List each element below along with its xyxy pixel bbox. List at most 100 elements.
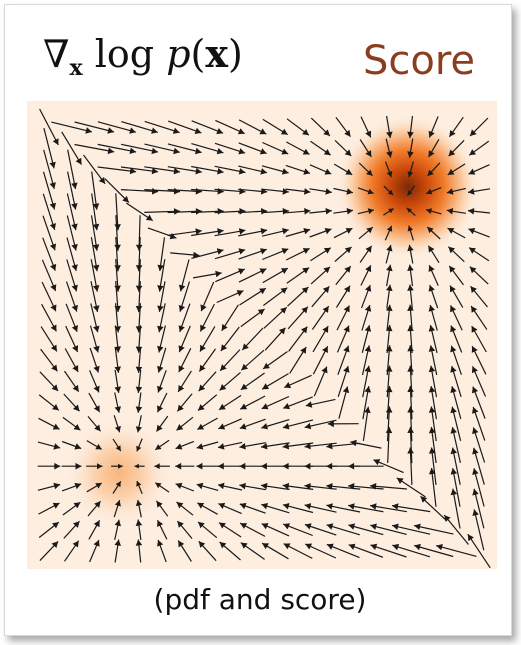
arrow-head bbox=[95, 483, 102, 489]
arrow-head bbox=[242, 343, 249, 350]
arrow-head bbox=[468, 168, 476, 175]
arrow-head bbox=[93, 305, 100, 312]
arrow-head bbox=[284, 382, 292, 389]
arrow-head bbox=[323, 149, 331, 156]
arrow-head bbox=[219, 403, 226, 410]
arrow-head bbox=[281, 248, 289, 255]
arrow-head bbox=[177, 521, 184, 528]
arrow-head bbox=[407, 151, 414, 158]
arrow-head bbox=[114, 500, 121, 507]
arrow-head bbox=[470, 286, 477, 293]
arrow-head bbox=[239, 482, 246, 490]
arrow-head bbox=[321, 366, 328, 374]
arrow-head bbox=[259, 288, 266, 295]
arrow-head bbox=[114, 519, 121, 527]
arrow-head bbox=[282, 503, 290, 510]
arrow-head bbox=[261, 423, 268, 430]
arrow-head bbox=[385, 406, 393, 413]
arrow-shaft bbox=[413, 524, 454, 535]
arrow-head bbox=[195, 228, 202, 235]
arrow-head bbox=[49, 161, 56, 169]
arrow-head bbox=[386, 304, 393, 312]
arrow-head bbox=[49, 223, 56, 230]
arrow-head bbox=[262, 543, 269, 550]
arrow-head bbox=[129, 127, 136, 134]
arrow-head bbox=[469, 149, 476, 156]
arrow-head bbox=[428, 265, 435, 272]
arrow-head bbox=[92, 244, 100, 251]
arrow-head bbox=[51, 364, 58, 372]
arrow-head bbox=[302, 129, 309, 136]
arrow-head bbox=[322, 346, 328, 353]
arrow-head bbox=[114, 386, 121, 393]
arrow-head bbox=[73, 424, 81, 431]
arrow-head bbox=[364, 305, 372, 312]
arrow-head bbox=[471, 346, 478, 353]
arrow-head bbox=[98, 177, 106, 184]
score-title: Score bbox=[363, 38, 476, 84]
arrow-head bbox=[93, 285, 100, 292]
arrow-head bbox=[195, 147, 202, 155]
arrow-head bbox=[304, 442, 311, 450]
arrow-head bbox=[407, 426, 414, 433]
arrow-head bbox=[134, 463, 139, 469]
arrow-head bbox=[322, 286, 330, 294]
arrow-shaft bbox=[97, 121, 137, 133]
arrow-head bbox=[282, 462, 289, 470]
arrow-head bbox=[414, 543, 421, 551]
arrow-head bbox=[71, 325, 78, 332]
arrow-head bbox=[472, 468, 479, 475]
arrow-head bbox=[216, 248, 224, 255]
arrow-head bbox=[386, 264, 393, 272]
arrow-head bbox=[198, 541, 206, 548]
arrow-head bbox=[279, 327, 286, 335]
arrow-head bbox=[52, 502, 60, 509]
arrow-shaft bbox=[97, 166, 137, 173]
arrow-head bbox=[472, 509, 479, 516]
arrow-head bbox=[114, 346, 121, 353]
arrow-head bbox=[218, 443, 225, 450]
arrow-head bbox=[195, 167, 202, 175]
arrow-head bbox=[217, 168, 224, 175]
arrow-head bbox=[392, 523, 399, 530]
arrow-head bbox=[135, 406, 143, 413]
arrow-head bbox=[72, 365, 79, 372]
arrow-head bbox=[93, 345, 100, 353]
arrow-head bbox=[135, 426, 142, 433]
arrow-shaft bbox=[120, 189, 159, 193]
arrow-head bbox=[260, 228, 268, 235]
arrow-head bbox=[199, 364, 206, 372]
arrow-head bbox=[107, 127, 114, 134]
arrow-head bbox=[240, 403, 248, 410]
arrow-head bbox=[472, 447, 479, 455]
arrow-head bbox=[176, 502, 184, 509]
arrow-head bbox=[444, 515, 451, 522]
arrow-shaft bbox=[370, 544, 407, 558]
arrow-head bbox=[469, 247, 476, 254]
arrow-head bbox=[85, 127, 92, 134]
arrow-head bbox=[178, 540, 185, 548]
arrow-head bbox=[52, 404, 59, 411]
arrow-head bbox=[346, 188, 353, 195]
arrow-head bbox=[301, 326, 308, 334]
arrow-head bbox=[426, 188, 433, 195]
density-peak-minor bbox=[64, 418, 174, 528]
arrow-head bbox=[157, 285, 164, 292]
arrow-head bbox=[282, 188, 289, 195]
arrow-head bbox=[155, 444, 162, 450]
arrow-head bbox=[261, 523, 269, 530]
arrow-head bbox=[238, 228, 246, 235]
arrow-head bbox=[304, 503, 312, 510]
arrow-head bbox=[178, 284, 186, 292]
arrow-head bbox=[365, 285, 372, 292]
arrow-head bbox=[238, 168, 246, 175]
arrow-head bbox=[367, 188, 374, 195]
arrow-head bbox=[385, 386, 393, 393]
arrow-head bbox=[450, 305, 457, 313]
arrow-shaft bbox=[61, 131, 83, 165]
arrow-head bbox=[196, 482, 204, 490]
arrow-head bbox=[428, 447, 436, 454]
arrow-head bbox=[365, 150, 372, 157]
arrow-head bbox=[114, 425, 121, 433]
arrow-shaft bbox=[391, 524, 431, 535]
